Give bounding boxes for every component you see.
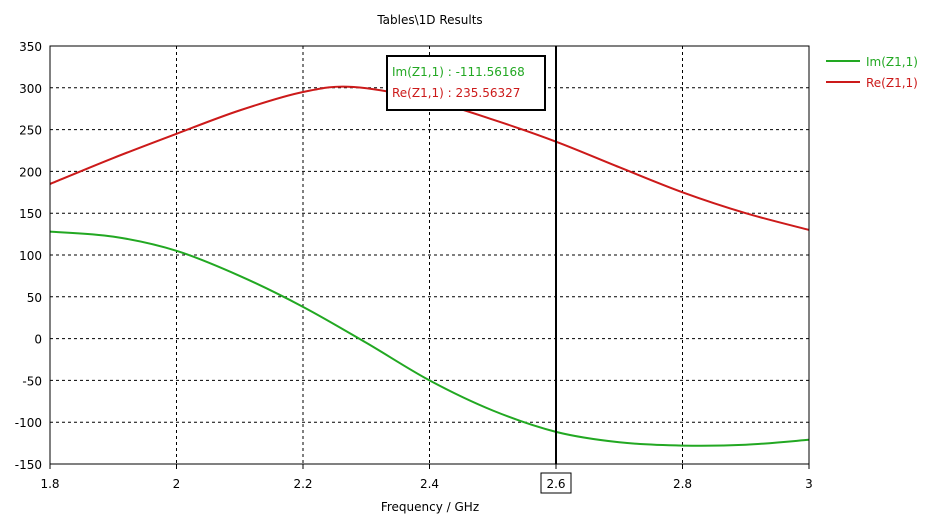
x-tick-label: 2.8 <box>673 477 692 491</box>
chart-title: Tables\1D Results <box>376 13 482 27</box>
marker-x-label-box <box>540 472 572 494</box>
marker-readout-box <box>386 55 546 111</box>
y-tick-label: 350 <box>19 40 42 54</box>
x-tick-label: 3 <box>805 477 813 491</box>
x-tick-label: 2 <box>173 477 181 491</box>
y-tick-label: 0 <box>34 333 42 347</box>
marker-readout: Im(Z1,1) : -111.56168 <box>392 65 525 79</box>
y-tick-label: 300 <box>19 82 42 96</box>
x-tick-label: 2.2 <box>293 477 312 491</box>
x-axis-label: Frequency / GHz <box>381 500 479 514</box>
legend-label: Re(Z1,1) <box>866 76 918 90</box>
x-tick-label: 2.4 <box>420 477 439 491</box>
series-line-imz11 <box>49 230 810 447</box>
legend: Im(Z1,1) Re(Z1,1) <box>826 55 918 90</box>
y-tick-label: 200 <box>19 165 42 179</box>
y-tick-label: -150 <box>15 458 42 472</box>
marker-x-label: 2.6 <box>546 477 565 491</box>
y-tick-label: 250 <box>19 124 42 138</box>
y-tick-label: 50 <box>27 291 42 305</box>
legend-label: Im(Z1,1) <box>866 55 918 69</box>
series-lines <box>49 85 810 447</box>
y-tick-label: 150 <box>19 207 42 221</box>
tick-labels: 1.8 2 2.2 2.4 2.8 3 350 300 250 200 150 100 50 0 -50 -1… <box>15 40 813 491</box>
y-tick-label: 100 <box>19 249 42 263</box>
marker-readout: Re(Z1,1) : 235.56327 <box>392 86 520 100</box>
plot-frame <box>49 45 810 465</box>
y-tick-label: -50 <box>22 374 42 388</box>
marker: 2.6 Im(Z1,1) : -111.56168 Re(Z1,1) : 235.5… <box>386 46 572 494</box>
x-tick-label: 1.8 <box>40 477 59 491</box>
y-tick-label: -100 <box>15 416 42 430</box>
